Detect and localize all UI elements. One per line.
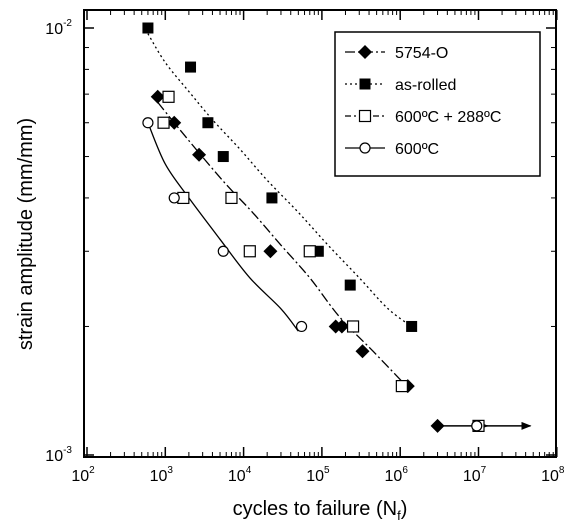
- data-point: [430, 418, 445, 433]
- x-axis-title: cycles to failure (Nf): [233, 498, 408, 523]
- data-point: [346, 320, 360, 333]
- data-point: [142, 117, 154, 129]
- ticks-layer: 102 103 104 105 106 107 108 10-3 10-2: [45, 10, 565, 485]
- data-point: [167, 115, 182, 130]
- data-point: [225, 191, 238, 205]
- data-point: [142, 22, 154, 34]
- legend-label: 600ºC + 288ºC: [395, 109, 501, 126]
- legend-items: 5754-O as-rolled 600ºC + 288ºC 600ºC: [345, 45, 501, 158]
- data-point: [217, 245, 229, 257]
- legend-marker: [359, 78, 371, 90]
- legend: 5754-O as-rolled 600ºC + 288ºC 600ºC: [334, 31, 541, 177]
- data-point: [344, 279, 356, 291]
- tick-label: 105: [306, 465, 330, 485]
- data-point: [217, 151, 229, 163]
- fit-line: [147, 33, 413, 327]
- data-points: [142, 22, 485, 433]
- data-point: [263, 244, 278, 259]
- tick-label: 102: [71, 465, 95, 485]
- data-point: [202, 117, 214, 129]
- data-point: [192, 147, 207, 162]
- y-axis-title: strain amplitude (mm/mm): [15, 118, 37, 350]
- fit-line: [147, 122, 299, 332]
- legend-marker: [359, 142, 371, 154]
- data-point: [312, 245, 324, 257]
- tick-label: 10-3: [45, 445, 72, 465]
- tick-label: 104: [228, 465, 252, 485]
- fit-line: [157, 101, 407, 387]
- data-point: [243, 245, 256, 258]
- data-point: [295, 320, 308, 333]
- data-point: [395, 379, 408, 393]
- data-point: [266, 192, 278, 204]
- fit-lines: [147, 33, 413, 387]
- data-point: [157, 116, 170, 129]
- data-point: [168, 192, 180, 204]
- legend-marker: [358, 109, 372, 123]
- data-point: [185, 61, 197, 73]
- tick-label: 106: [385, 465, 409, 485]
- legend-marker: [358, 45, 372, 59]
- data-point: [303, 245, 316, 258]
- tick-label: 107: [463, 465, 487, 485]
- data-point: [471, 420, 483, 432]
- legend-label: as-rolled: [395, 77, 456, 94]
- data-point: [406, 320, 418, 332]
- data-point: [162, 90, 175, 103]
- data-point: [150, 89, 165, 104]
- legend-label: 5754-O: [395, 45, 448, 62]
- data-point: [334, 319, 349, 334]
- tick-label: 103: [150, 465, 174, 485]
- legend-box: [334, 31, 541, 177]
- data-point: [355, 344, 370, 359]
- legend-label: 600ºC: [395, 141, 439, 158]
- tick-label: 108: [541, 465, 565, 485]
- plot-frame: [83, 9, 557, 458]
- tick-label: 10-2: [45, 18, 72, 38]
